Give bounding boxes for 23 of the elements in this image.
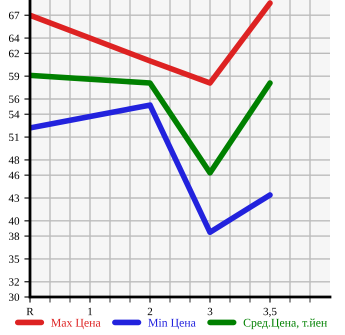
y-tick-label: 62 [8,50,19,58]
y-tick-label: 43 [8,194,20,202]
y-tick-label: 67 [8,12,20,20]
legend-label: Min Цена [148,318,196,330]
x-tick-label: R [26,308,34,316]
x-tick-label: 3,5 [264,308,277,317]
legend-label: Max Цена [51,318,101,330]
x-tick-label: 2 [148,308,152,316]
y-tick-label: 32 [9,278,19,286]
y-tick-label: 64 [8,34,20,42]
y-tick-label: 40 [8,217,20,225]
x-tick-label: 3 [208,308,212,316]
y-tick-label: 54 [9,110,20,118]
y-tick-label: 30 [9,293,20,301]
y-tick-label: 56 [9,95,20,103]
legend-label: Сред.Цена, т.йен [244,318,327,330]
y-tick-label: 59 [9,72,20,80]
y-tick-label: 51 [9,134,19,142]
y-tick-label: 46 [8,172,20,180]
y-tick-label: 48 [8,156,20,164]
x-tick-label: 1 [88,308,92,316]
y-tick-label: 38 [9,232,20,240]
y-tick-label: 35 [9,255,20,263]
